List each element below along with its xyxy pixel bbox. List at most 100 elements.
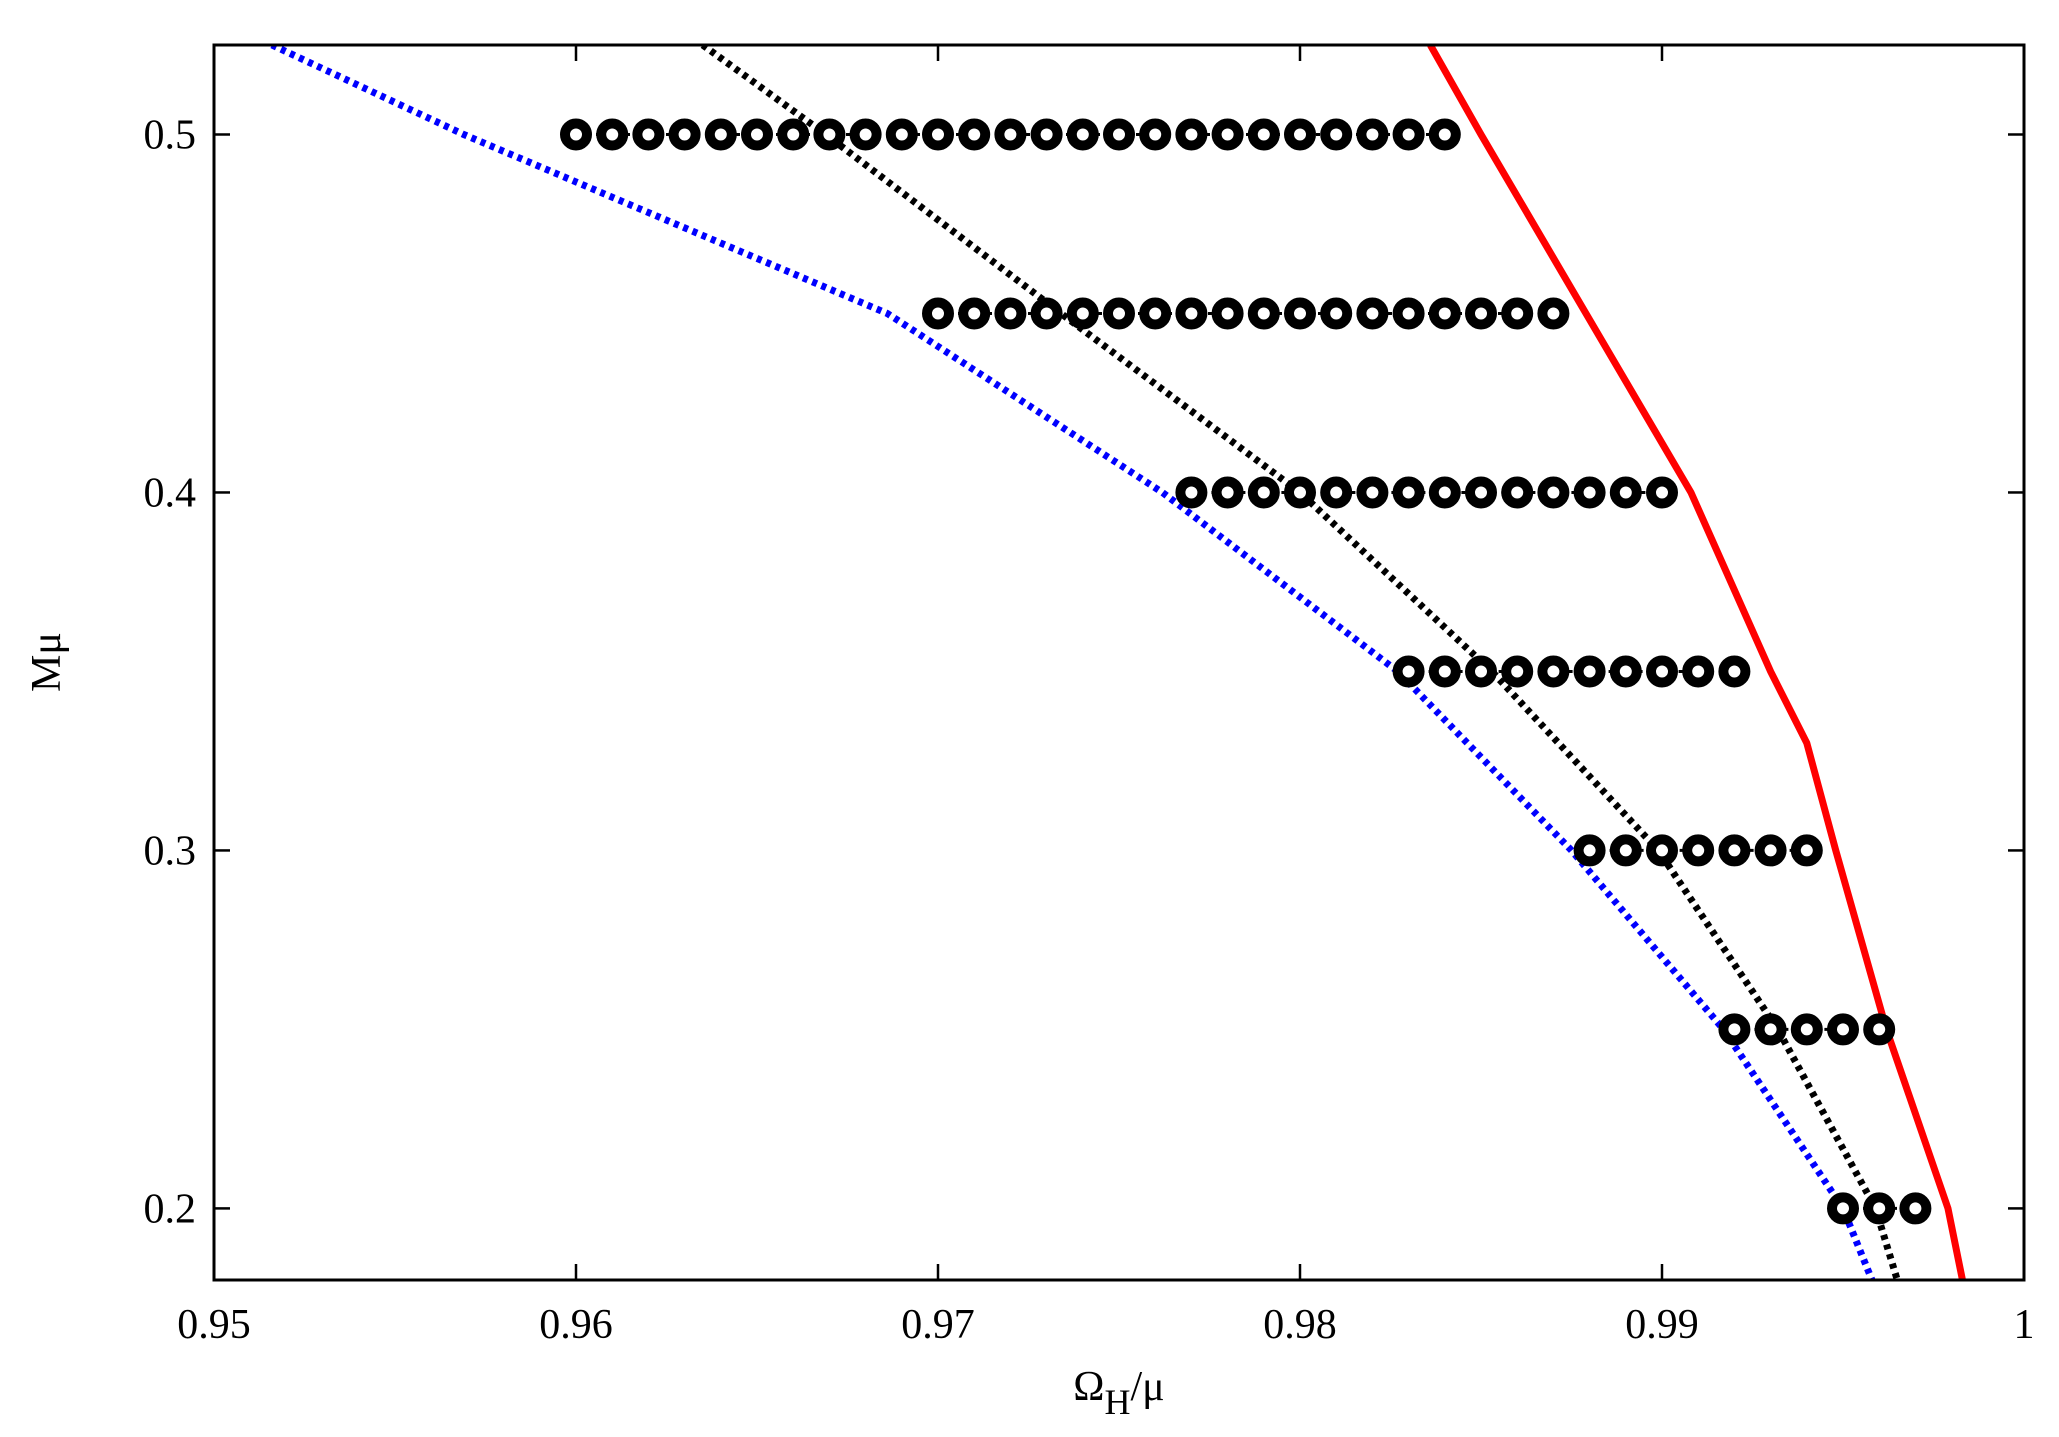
x-label-rest: /μ [1131,1364,1165,1410]
point [1609,476,1642,509]
x-tick-label: 0.98 [1263,1302,1337,1348]
point [1392,655,1425,688]
y-axis-label: Mμ [24,632,70,692]
point [1501,655,1534,688]
point [741,118,773,151]
point [1175,297,1208,330]
point [1646,655,1678,688]
point [1103,297,1135,330]
point [1247,476,1280,509]
point [958,118,991,151]
point [1066,118,1099,151]
point [1790,1013,1823,1046]
point [1392,118,1425,151]
point [1175,476,1208,509]
point [1465,297,1497,330]
point [1030,297,1063,330]
point [1211,118,1244,151]
x-axis-label: ΩH/μ [1073,1364,1164,1422]
point [1175,118,1208,151]
point [1863,1013,1896,1046]
point [994,297,1027,330]
point [1284,118,1316,151]
point [777,118,810,151]
point [1827,1013,1859,1046]
point [1718,655,1751,688]
point [1790,834,1823,867]
point [1428,297,1461,330]
point [1428,655,1461,688]
point [560,118,592,151]
x-tick-label: 0.95 [177,1302,251,1348]
point [849,118,882,151]
point [922,118,954,151]
point [1537,476,1570,509]
point [1320,476,1353,509]
point [1356,476,1389,509]
point [1247,118,1280,151]
point [1754,1013,1787,1046]
x-label-sub: H [1105,1382,1131,1422]
x-tick-label: 0.97 [901,1302,975,1348]
point [813,118,846,151]
point [1899,1192,1932,1225]
point [1718,834,1751,867]
point [1537,297,1570,330]
curve [270,45,1876,1280]
point [1573,834,1606,867]
point [1501,297,1534,330]
point [1356,118,1389,151]
point [1356,297,1389,330]
point [1682,834,1715,867]
point [1646,834,1678,867]
point [1066,297,1099,330]
plot-frame [212,43,2026,1282]
point [1537,655,1570,688]
y-tick-label: 0.2 [144,1186,197,1232]
curve [700,45,1901,1280]
point [958,297,991,330]
point [1139,118,1172,151]
point [1646,476,1678,509]
point [1320,297,1353,330]
x-tick-label: 0.96 [539,1302,613,1348]
curve [1427,45,1966,1280]
point [922,297,954,330]
point [1827,1192,1859,1225]
x-tick-label: 0.99 [1625,1302,1699,1348]
point [1718,1013,1751,1046]
point [1030,118,1063,151]
point [1754,834,1787,867]
point [994,118,1027,151]
point [1682,655,1715,688]
point [1863,1192,1896,1225]
point [1139,297,1172,330]
point [1284,297,1316,330]
y-tick-label: 0.5 [144,112,197,158]
point [1465,655,1497,688]
point [1211,297,1244,330]
point [596,118,629,151]
point [1573,655,1606,688]
point [1284,476,1316,509]
point [1609,655,1642,688]
point [1211,476,1244,509]
point [632,118,665,151]
point [1465,476,1497,509]
point [1392,297,1425,330]
point [1247,297,1280,330]
point [1320,118,1353,151]
point [1103,118,1135,151]
point [1501,476,1534,509]
point [885,118,918,151]
point [1428,118,1461,151]
x-tick-label: 1 [2014,1302,2035,1348]
point [1609,834,1642,867]
x-label-base: Ω [1073,1364,1104,1410]
point [704,118,737,151]
point [1573,476,1606,509]
point [1428,476,1461,509]
y-tick-label: 0.4 [144,470,197,516]
